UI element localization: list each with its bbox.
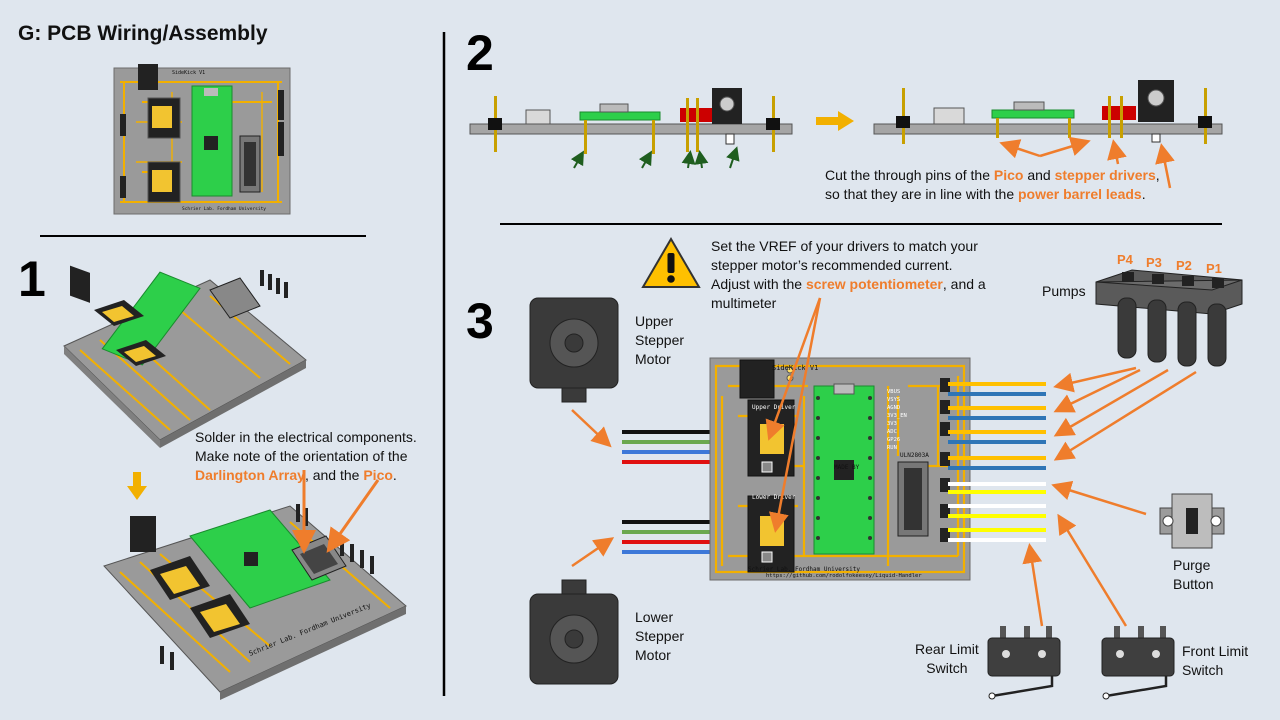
warn-line2: stepper motor’s recommended current.: [711, 257, 953, 273]
step2-line1: Cut the through pins of the Pico and ste…: [825, 166, 1185, 185]
pcb-3d-before: [63, 265, 307, 448]
upper-motor-l2: Stepper: [635, 332, 685, 348]
step1-mid: , and the: [304, 467, 364, 483]
step2-l1a: Cut the through pins of the: [825, 167, 994, 183]
pump-label-p2: P2: [1176, 258, 1192, 273]
pump-label-p4: P4: [1117, 252, 1133, 267]
upper-stepper-motor-icon: [529, 297, 619, 403]
step1-pico: Pico: [363, 467, 393, 483]
step2-caption: Cut the through pins of the Pico and ste…: [825, 166, 1185, 204]
pin-label: RUN: [887, 445, 897, 451]
pump-label-p3: P3: [1146, 255, 1162, 270]
pin-label: AGND: [887, 405, 901, 411]
warning-triangle-icon: [641, 237, 701, 288]
purge-label: Purge Button: [1173, 556, 1213, 594]
warn-line1: Set the VREF of your drivers to match yo…: [711, 238, 978, 254]
step-number-1: 1: [18, 251, 46, 307]
warn-l3b: , and a: [942, 276, 986, 292]
step2-barrel: power barrel leads: [1018, 186, 1142, 202]
svg-text:SideKick V1: SideKick V1: [172, 70, 205, 76]
warn-line4: multimeter: [711, 295, 777, 311]
purge-l2: Button: [1173, 576, 1214, 592]
step2-line2: so that they are in line with the power …: [825, 185, 1185, 204]
step2-l1c: ,: [1155, 167, 1160, 183]
step2-l1b: and: [1023, 167, 1055, 183]
pin-label: VBUS: [887, 389, 901, 395]
page-title: G: PCB Wiring/Assembly: [18, 22, 268, 45]
pumps-icon: [1095, 269, 1243, 367]
pumps-label: Pumps: [1042, 283, 1086, 299]
step1-line2: Make note of the orientation of the: [195, 448, 408, 464]
pcb-pin-labels: VBUS VSYS AGND 3V3_EN 3V3 ADC GP26 RUN: [887, 388, 907, 452]
warn-l3a: Adjust with the: [711, 276, 806, 292]
pcb-overview: SideKick V1 Schrier Lab. Fordham Univers…: [113, 64, 291, 215]
pcb-lower-driver: Lower Driver: [752, 494, 796, 501]
rear-limit-l2: Switch: [926, 660, 968, 676]
lower-motor-l3: Motor: [635, 647, 671, 663]
pcb-upper-driver: Upper Driver: [752, 404, 796, 411]
front-limit-label: Front Limit Switch: [1182, 642, 1248, 680]
pin-label: 3V3: [887, 421, 897, 427]
pcb-side-after: [873, 80, 1223, 144]
upper-motor-l3: Motor: [635, 351, 671, 367]
pcb-pico-label: MADE BY: [834, 464, 860, 471]
lower-motor-label: Lower Stepper Motor: [635, 608, 684, 665]
step1-line3: Darlington Array, and the Pico.: [195, 466, 435, 485]
lower-motor-l1: Lower: [635, 609, 674, 625]
purge-l1: Purge: [1173, 557, 1211, 573]
front-limit-l2: Switch: [1182, 662, 1224, 678]
pin-label: GP26: [887, 437, 901, 443]
purge-button-icon: [1159, 493, 1225, 549]
front-limit-switch-icon: [1101, 626, 1175, 700]
lower-motor-l2: Stepper: [635, 628, 685, 644]
step2-l2b: .: [1141, 186, 1146, 202]
warn-line3: Adjust with the screw potentiometer, and…: [711, 275, 1011, 294]
step2-l2a: so that they are in line with the: [825, 186, 1018, 202]
pcb-chip: ULN2803A: [900, 452, 929, 459]
lower-stepper-motor-icon: [529, 579, 619, 685]
step1-arrows: [292, 470, 380, 554]
vref-warning-text: Set the VREF of your drivers to match yo…: [711, 237, 1011, 313]
step1-end: .: [392, 467, 397, 483]
front-limit-l1: Front Limit: [1182, 643, 1249, 659]
step1-caption: Solder in the electrical components. Mak…: [195, 428, 435, 485]
rear-limit-l1: Rear Limit: [915, 641, 979, 657]
pcb-side-before: [469, 88, 793, 169]
step1-darlington: Darlington Array: [195, 467, 305, 483]
pin-label: 3V3_EN: [887, 413, 907, 419]
rear-limit-switch-icon: [987, 626, 1061, 700]
step-number-2: 2: [466, 25, 494, 81]
step1-line1: Solder in the electrical components.: [195, 429, 417, 445]
right-arrow-icon: [816, 111, 854, 131]
upper-motor-l1: Upper: [635, 313, 674, 329]
rear-limit-label: Rear Limit Switch: [915, 640, 979, 678]
down-arrow-icon: [127, 472, 147, 500]
step2-drivers: stepper drivers: [1054, 167, 1156, 183]
pcb-url: https://github.com/rodolfokeesey/Liquid-…: [766, 573, 922, 579]
step2-pico: Pico: [993, 167, 1024, 183]
pin-label: ADC: [887, 429, 897, 435]
svg-text:Schrier Lab. Fordham Universit: Schrier Lab. Fordham University: [182, 206, 266, 212]
step-number-3: 3: [466, 293, 494, 349]
pump-label-p1: P1: [1206, 261, 1222, 276]
step2-arrows: [999, 136, 1175, 189]
pcb-main: [709, 357, 971, 581]
pcb-lab: Schrier Lab. Fordham University: [748, 566, 860, 573]
pin-label: VSYS: [887, 397, 901, 403]
connector-wires: [948, 382, 1046, 542]
warn-pot: screw potentiometer: [805, 276, 943, 292]
upper-motor-label: Upper Stepper Motor: [635, 312, 684, 369]
